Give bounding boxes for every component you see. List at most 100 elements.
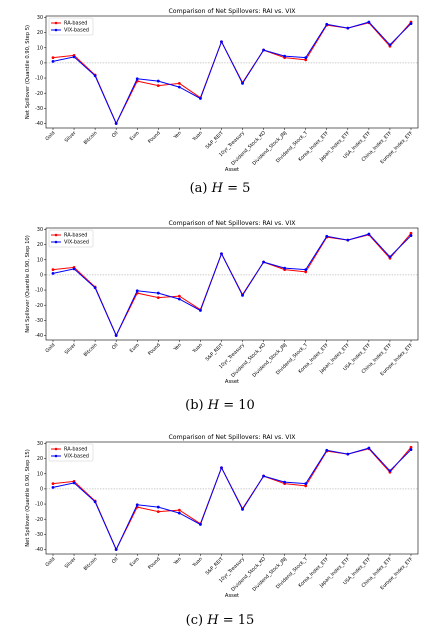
data-point <box>114 548 118 551</box>
data-point <box>304 482 308 486</box>
data-point <box>51 268 55 272</box>
data-point <box>156 510 160 514</box>
data-point <box>304 268 308 272</box>
caption-label: (c) <box>185 613 204 628</box>
x-tick-label: Yen <box>172 130 183 141</box>
data-point <box>388 43 392 47</box>
legend-marker <box>54 240 58 244</box>
data-point <box>241 293 244 297</box>
legend-label: VIX-based <box>64 454 89 460</box>
data-point <box>346 452 350 456</box>
y-tick-label: -30 <box>35 106 43 112</box>
x-tick-label: Oil <box>111 556 120 565</box>
y-tick-label: -40 <box>35 333 43 339</box>
data-point <box>51 482 55 486</box>
x-tick-label: Silver <box>64 556 78 570</box>
y-tick-label: 20 <box>37 456 43 462</box>
legend-marker <box>54 454 58 458</box>
y-axis-label: Net Spillover (Quantile 0.90, Step 5) <box>25 25 31 119</box>
x-tick-label: Dividend_Stock_KO <box>230 342 267 379</box>
x-tick-label: Dividend_Stock_KO <box>230 130 267 167</box>
x-tick-label: Silver <box>64 342 78 356</box>
data-point <box>135 289 139 293</box>
data-point <box>199 97 202 100</box>
data-point <box>262 260 265 264</box>
x-tick-label: Yen <box>172 556 183 567</box>
series-line-vix <box>52 233 412 337</box>
data-point <box>177 81 181 85</box>
data-point <box>304 484 308 488</box>
data-point <box>177 508 181 512</box>
data-point <box>51 56 55 60</box>
x-tick-label: Yuan <box>191 342 204 355</box>
x-tick-label: Dividend_Stock_JNJ <box>251 556 288 593</box>
legend-box <box>48 229 94 248</box>
x-tick-label: Euro <box>129 130 141 142</box>
data-point <box>367 20 371 24</box>
data-point <box>114 122 118 125</box>
data-point <box>262 48 265 52</box>
chart-svg: Comparison of Net Spillovers: RAI vs. VI… <box>25 434 419 599</box>
data-point <box>156 291 160 295</box>
x-tick-label: Dividend_Stock_JNJ <box>251 130 288 167</box>
data-point <box>409 234 413 237</box>
x-tick-label: Gold <box>44 556 56 568</box>
x-tick-label: Yen <box>172 342 183 353</box>
series-line-vix <box>52 21 412 125</box>
x-tick-label: Bitcoin <box>83 342 99 358</box>
y-tick-label: -20 <box>35 91 43 97</box>
data-point <box>325 448 329 452</box>
y-tick-label: 30 <box>37 441 43 447</box>
x-axis-label: Asset <box>225 593 239 599</box>
y-tick-label: -40 <box>35 121 43 127</box>
y-axis-label: Net Spillover (Quantile 0.90, Step 15) <box>25 449 31 546</box>
legend-label: RA-based <box>64 233 87 239</box>
x-tick-label: Euro <box>129 342 141 354</box>
y-tick-label: 30 <box>37 15 43 21</box>
data-point <box>283 54 287 58</box>
x-tick-label: S&P_REIT <box>205 130 225 150</box>
data-point <box>241 507 244 511</box>
y-tick-label: -10 <box>35 288 43 294</box>
data-point <box>72 55 76 59</box>
legend-marker <box>54 21 58 25</box>
x-axis-label: Asset <box>225 379 239 385</box>
legend-marker <box>54 447 58 451</box>
data-point <box>220 40 223 44</box>
plot-frame <box>45 441 419 555</box>
caption-variable: H <box>207 613 219 628</box>
legend-label: VIX-based <box>64 28 89 34</box>
data-point <box>177 85 181 89</box>
chart-title: Comparison of Net Spillovers: RAI vs. VI… <box>168 434 296 441</box>
chart-panel-c: Comparison of Net Spillovers: RAI vs. VI… <box>0 432 440 600</box>
x-tick-label: Pound <box>147 130 162 145</box>
data-point <box>283 480 287 484</box>
series-line-ra <box>52 21 412 125</box>
x-tick-label: Yuan <box>191 556 204 569</box>
y-tick-label: -40 <box>35 547 43 553</box>
y-tick-label: 0 <box>40 487 43 493</box>
caption-b: (b) H = 10 <box>0 398 440 413</box>
data-point <box>304 56 308 60</box>
data-point <box>199 309 202 312</box>
data-point <box>93 500 97 504</box>
y-tick-label: 0 <box>40 273 43 279</box>
caption-text: = 10 <box>223 398 255 413</box>
y-tick-label: 10 <box>37 45 43 51</box>
chart-svg: Comparison of Net Spillovers: RAI vs. VI… <box>25 220 419 385</box>
x-axis-label: Asset <box>225 167 239 173</box>
data-point <box>346 238 350 242</box>
caption-a: (a) H = 5 <box>0 181 440 196</box>
data-point <box>156 79 160 83</box>
data-point <box>220 466 223 470</box>
data-point <box>409 22 413 25</box>
data-point <box>409 231 413 235</box>
chart-title: Comparison of Net Spillovers: RAI vs. VI… <box>168 8 296 15</box>
y-tick-label: 10 <box>37 257 43 263</box>
y-tick-label: -20 <box>35 517 43 523</box>
legend-marker <box>54 28 58 32</box>
data-point <box>114 334 118 337</box>
y-tick-label: 20 <box>37 242 43 248</box>
x-tick-label: S&P_REIT <box>205 556 225 576</box>
